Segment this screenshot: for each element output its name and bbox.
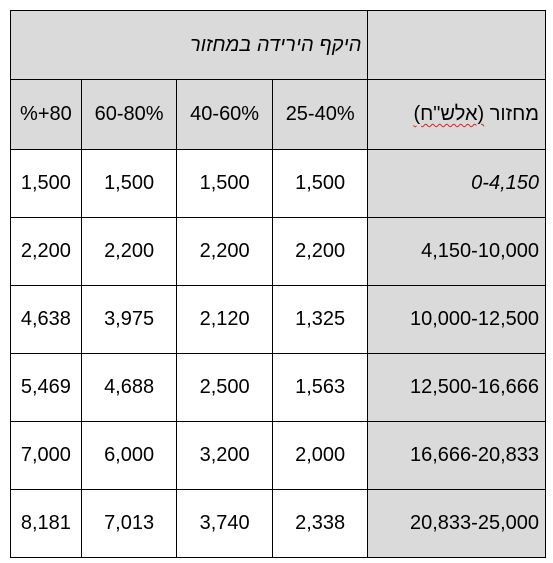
value-cell: 1,500 <box>81 150 177 218</box>
value-cell: 2,500 <box>177 354 273 422</box>
table-row: 16,666-20,833 2,000 3,200 6,000 7,000 <box>11 422 546 490</box>
value-cell: 1,500 <box>177 150 273 218</box>
table-header-row: מחזור (אלש"ח) 25-40% 40-60% 60-80% 80+% <box>11 80 546 150</box>
table-row: 0-4,150 1,500 1,500 1,500 1,500 <box>11 150 546 218</box>
table-row: 20,833-25,000 2,338 3,740 7,013 8,181 <box>11 490 546 558</box>
value-cell: 7,000 <box>11 422 82 490</box>
value-cell: 1,563 <box>272 354 368 422</box>
value-cell: 2,200 <box>11 218 82 286</box>
turnover-cell: 16,666-20,833 <box>368 422 546 490</box>
value-cell: 2,200 <box>81 218 177 286</box>
table-row: 4,150-10,000 2,200 2,200 2,200 2,200 <box>11 218 546 286</box>
turnover-header-unit: (אלש"ח) <box>413 103 484 125</box>
grant-table: היקף הירידה במחזור מחזור (אלש"ח) 25-40% … <box>10 10 546 558</box>
table-row: 10,000-12,500 1,325 2,120 3,975 4,638 <box>11 286 546 354</box>
value-cell: 3,975 <box>81 286 177 354</box>
table-title-row: היקף הירידה במחזור <box>11 11 546 80</box>
title-corner-cell <box>368 11 546 80</box>
value-cell: 3,740 <box>177 490 273 558</box>
value-cell: 2,338 <box>272 490 368 558</box>
table-title: היקף הירידה במחזור <box>11 11 368 80</box>
value-cell: 2,200 <box>272 218 368 286</box>
value-cell: 2,120 <box>177 286 273 354</box>
range-header-60-80: 60-80% <box>81 80 177 150</box>
value-cell: 2,200 <box>177 218 273 286</box>
value-cell: 4,688 <box>81 354 177 422</box>
value-cell: 1,500 <box>272 150 368 218</box>
turnover-cell: 20,833-25,000 <box>368 490 546 558</box>
turnover-cell: 10,000-12,500 <box>368 286 546 354</box>
turnover-header-word: מחזור <box>490 103 539 125</box>
value-cell: 2,000 <box>272 422 368 490</box>
range-header-25-40: 25-40% <box>272 80 368 150</box>
table-row: 12,500-16,666 1,563 2,500 4,688 5,469 <box>11 354 546 422</box>
value-cell: 3,200 <box>177 422 273 490</box>
turnover-header: מחזור (אלש"ח) <box>368 80 546 150</box>
value-cell: 4,638 <box>11 286 82 354</box>
value-cell: 6,000 <box>81 422 177 490</box>
value-cell: 5,469 <box>11 354 82 422</box>
value-cell: 1,500 <box>11 150 82 218</box>
turnover-cell: 4,150-10,000 <box>368 218 546 286</box>
value-cell: 1,325 <box>272 286 368 354</box>
value-cell: 8,181 <box>11 490 82 558</box>
turnover-cell: 0-4,150 <box>368 150 546 218</box>
range-header-40-60: 40-60% <box>177 80 273 150</box>
range-header-80-plus: 80+% <box>11 80 82 150</box>
value-cell: 7,013 <box>81 490 177 558</box>
turnover-cell: 12,500-16,666 <box>368 354 546 422</box>
